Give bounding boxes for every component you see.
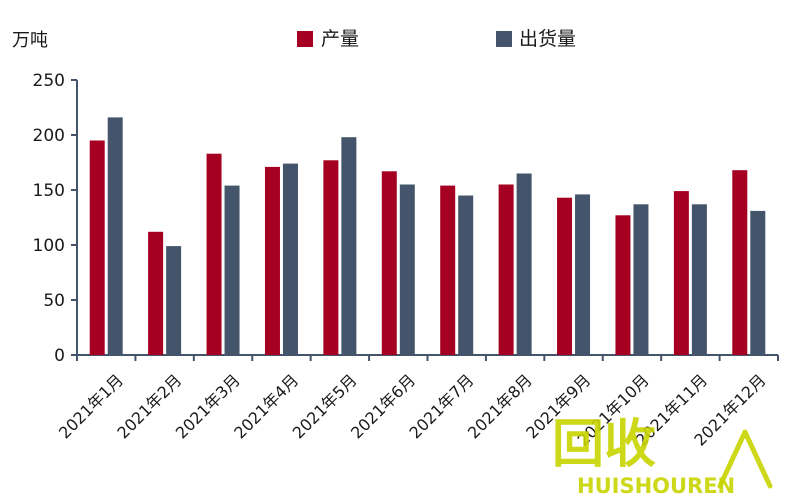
bar-production <box>498 184 514 355</box>
y-tick-label: 250 <box>33 71 65 91</box>
x-axis-tick-labels: 2021年1月2021年2月2021年3月2021年4月2021年5月2021年… <box>55 370 770 449</box>
bar-production <box>206 153 222 355</box>
bar-shipment <box>399 184 415 355</box>
bar-shipment <box>341 137 357 355</box>
bar-production <box>440 185 456 355</box>
bar-shipment <box>750 210 766 355</box>
bar-shipment <box>516 173 532 355</box>
recycle-arrow-icon <box>717 429 773 489</box>
y-tick-label: 100 <box>33 236 65 256</box>
bar-shipment <box>691 204 707 355</box>
legend-label-shipment: 出货量 <box>519 28 576 50</box>
bar-production <box>732 170 748 355</box>
bar-shipment <box>575 194 591 355</box>
bar-shipment <box>224 185 240 355</box>
bar-production <box>615 215 631 355</box>
bar-production <box>264 166 280 355</box>
bar-shipment <box>107 117 123 356</box>
legend-swatch-shipment <box>496 31 512 47</box>
bar-production <box>148 231 164 355</box>
bar-production <box>89 140 105 355</box>
y-tick-label: 0 <box>54 346 65 366</box>
bar-shipment <box>166 246 182 355</box>
bar-production <box>381 171 397 355</box>
y-axis: 0 50 100 150 200 250 <box>33 71 78 366</box>
watermark-text: 回收 <box>552 415 656 475</box>
watermark-subtext: HUISHOUREN <box>577 474 735 498</box>
bar-shipment <box>282 163 298 355</box>
legend-label-production: 产量 <box>321 28 359 50</box>
bar-production <box>323 160 339 355</box>
bar-production <box>557 197 573 355</box>
bar-shipment <box>458 195 474 355</box>
y-axis-unit-label: 万吨 <box>12 30 48 51</box>
y-tick-label: 150 <box>33 181 65 201</box>
y-tick-label: 200 <box>33 126 65 146</box>
x-axis <box>76 354 779 361</box>
bar-shipment <box>633 204 649 355</box>
legend: 产量 出货量 <box>297 28 576 50</box>
legend-swatch-production <box>297 31 313 47</box>
bar-production <box>673 191 689 355</box>
y-tick-label: 50 <box>43 291 65 311</box>
bar-series <box>89 117 766 356</box>
